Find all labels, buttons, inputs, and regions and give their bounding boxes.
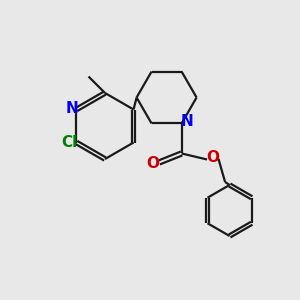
Text: N: N: [65, 100, 78, 116]
Text: N: N: [181, 115, 194, 130]
Text: O: O: [147, 157, 160, 172]
Text: O: O: [207, 151, 220, 166]
Text: Cl: Cl: [61, 135, 77, 150]
